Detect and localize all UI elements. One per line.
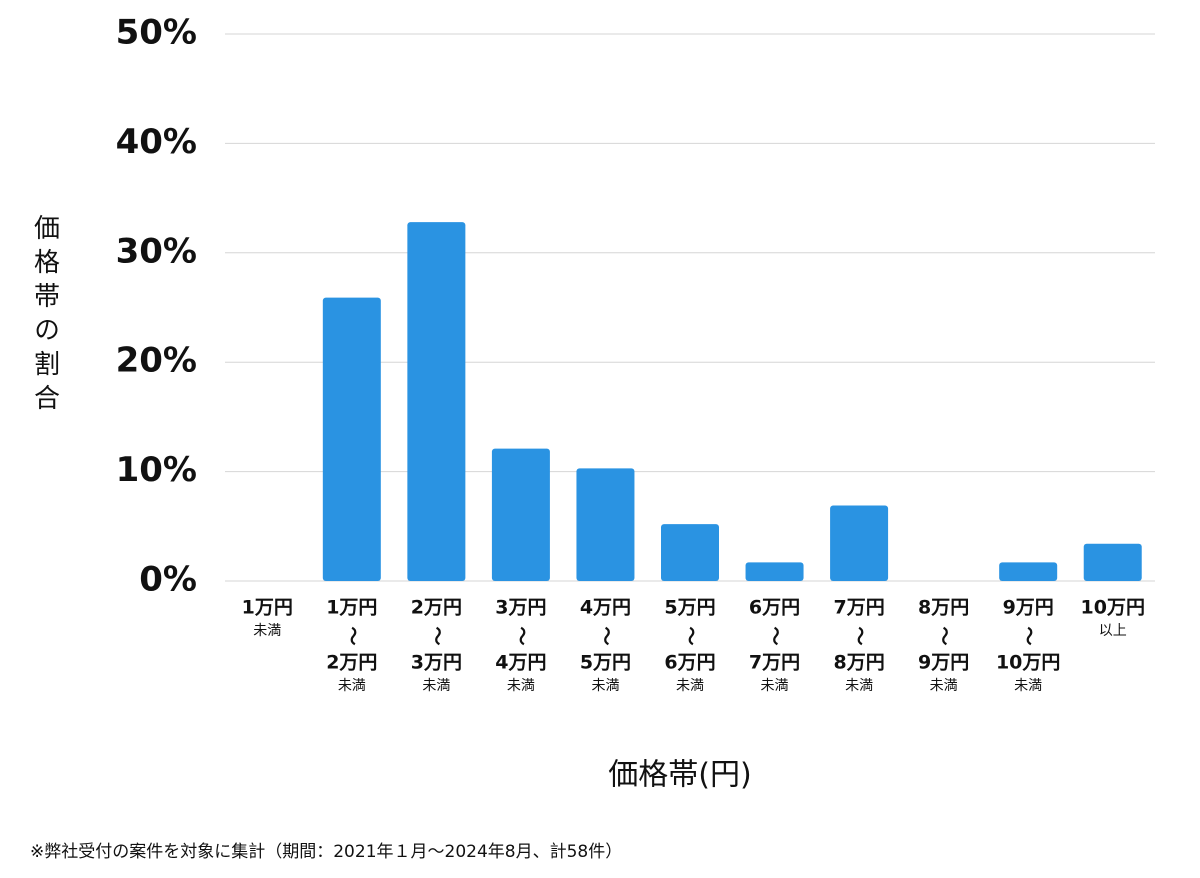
x-tick-label: 未満 [591, 678, 619, 694]
x-tick-label: 8万円 [833, 652, 884, 674]
x-tick-label: 4万円 [580, 597, 631, 619]
x-tick-label: 6万円 [749, 597, 800, 619]
x-tick-label: 9万円 [918, 652, 969, 674]
bar [745, 562, 804, 581]
x-tick-label: 未満 [338, 678, 366, 694]
x-tick-label: 〜 [933, 626, 955, 645]
x-tick-label: 7万円 [749, 652, 800, 674]
y-tick-label: 50% [116, 13, 197, 53]
x-tick-label: 7万円 [833, 597, 884, 619]
footnote: ※弊社受付の案件を対象に集計（期間：2021年１月〜2024年8月、計58件） [30, 842, 622, 862]
x-tick-label: 以上 [1099, 623, 1127, 639]
x-tick-label: 未満 [845, 678, 873, 694]
x-tick-label: 未満 [253, 623, 281, 639]
bar [576, 468, 635, 581]
bar [661, 524, 719, 581]
bar [407, 222, 466, 581]
x-axis-title: 価格帯(円) [608, 758, 751, 793]
x-tick-label: 〜 [341, 626, 363, 645]
x-tick-label: 未満 [930, 678, 958, 694]
y-axis-title: 価格帯の割合 [30, 214, 60, 418]
x-tick-label: 6万円 [664, 652, 715, 674]
y-tick-label: 10% [116, 450, 197, 490]
x-tick-label: 3万円 [495, 597, 546, 619]
x-tick-label: 1万円 [242, 597, 293, 619]
bar [322, 297, 381, 581]
x-tick-label: 〜 [849, 626, 871, 645]
x-tick-label: 4万円 [495, 652, 546, 674]
x-tick-label: 未満 [1014, 678, 1042, 694]
x-tick-label: 8万円 [918, 597, 969, 619]
x-tick-label: 〜 [510, 626, 532, 645]
x-tick-label: 3万円 [411, 652, 462, 674]
x-tick-label: 〜 [426, 626, 448, 645]
x-tick-label: 5万円 [580, 652, 631, 674]
bar [491, 448, 550, 581]
x-tick-label: 〜 [595, 626, 617, 645]
x-tick-label: 1万円 [326, 597, 377, 619]
x-tick-label: 未満 [507, 678, 535, 694]
x-tick-label: 〜 [680, 626, 702, 645]
x-tick-label: 2万円 [411, 597, 462, 619]
x-tick-label: 10万円 [996, 652, 1060, 674]
bar [999, 562, 1058, 581]
x-tick-label: 2万円 [326, 652, 377, 674]
bar [830, 505, 889, 581]
bar [1083, 543, 1142, 581]
x-tick-label: 9万円 [1003, 597, 1054, 619]
x-tick-label: 未満 [676, 678, 704, 694]
x-tick-label: 〜 [1018, 626, 1040, 645]
y-tick-label: 0% [139, 560, 197, 600]
x-tick-label: 5万円 [664, 597, 715, 619]
x-tick-label: 〜 [764, 626, 786, 645]
y-tick-label: 20% [116, 341, 197, 381]
x-tick-label: 未満 [761, 678, 789, 694]
x-tick-label: 10万円 [1081, 597, 1145, 619]
y-tick-label: 30% [116, 231, 197, 271]
y-tick-label: 40% [116, 122, 197, 162]
x-tick-label: 未満 [422, 678, 450, 694]
